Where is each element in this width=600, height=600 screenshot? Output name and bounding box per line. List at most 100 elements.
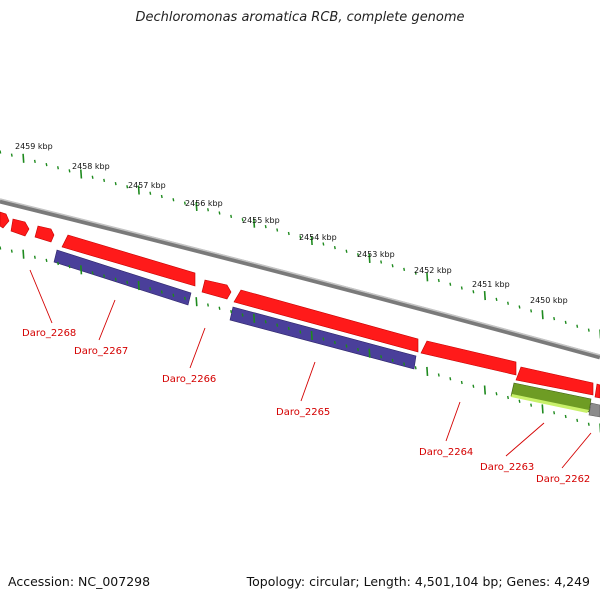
inner-tick (460, 380, 463, 385)
inner-tick (576, 418, 579, 423)
leader-line (29, 269, 53, 324)
outer-tick (426, 272, 429, 282)
inner-tick (507, 395, 509, 400)
inner-tick (230, 309, 233, 314)
inner-tick (160, 290, 163, 294)
inner-tick (45, 258, 48, 263)
leader-line (189, 327, 206, 369)
outer-tick (114, 181, 117, 186)
inner-tick (287, 326, 290, 331)
scale-label: 2456 kbp (185, 199, 223, 208)
rna-gene[interactable] (510, 382, 592, 413)
inner-tick (253, 313, 256, 323)
scale-label: 2457 kbp (128, 181, 166, 190)
gene-label[interactable]: Daro_2266 (162, 374, 216, 385)
inner-tick (0, 246, 2, 250)
inner-tick (103, 274, 106, 278)
outer-tick (172, 198, 175, 202)
outer-tick (518, 305, 521, 309)
inner-tick (172, 293, 175, 297)
outer-tick (333, 245, 336, 250)
gene-arrow[interactable] (201, 279, 232, 300)
outer-tick (541, 310, 544, 320)
outer-tick (241, 218, 244, 222)
inner-tick (299, 330, 302, 334)
outer-tick (22, 153, 25, 163)
inner-tick (472, 384, 475, 388)
leader-line (98, 299, 116, 341)
outer-tick (264, 224, 267, 229)
outer-tick (322, 242, 325, 246)
gene-arrow[interactable] (420, 340, 517, 376)
inner-tick (264, 320, 267, 324)
outer-tick (137, 185, 140, 195)
outer-tick (149, 191, 152, 195)
inner-tick (126, 280, 129, 285)
gene-label[interactable]: Daro_2263 (480, 462, 534, 473)
inner-tick (368, 348, 371, 358)
outer-tick (160, 194, 163, 199)
inner-tick (22, 249, 25, 259)
gene-arrow[interactable] (10, 218, 30, 237)
outer-tick (0, 150, 2, 154)
inner-tick (495, 392, 498, 396)
inner-tick (483, 385, 486, 395)
inner-tick (207, 303, 209, 307)
outer-tick (495, 297, 498, 302)
outer-tick (576, 324, 579, 328)
inner-tick (380, 355, 383, 359)
outer-tick (553, 316, 556, 321)
outer-tick (460, 286, 463, 290)
gene-arrow[interactable] (515, 366, 594, 396)
genome-summary-text: Topology: circular; Length: 4,501,104 bp… (246, 574, 590, 589)
gene-arrow[interactable] (53, 249, 192, 306)
inner-tick (414, 366, 417, 370)
gene-arrow[interactable] (594, 383, 600, 399)
gene-arrow[interactable] (61, 234, 196, 287)
outer-tick (437, 278, 440, 283)
scale-label: 2454 kbp (299, 233, 337, 242)
scale-label: 2458 kbp (72, 162, 110, 171)
inner-tick (403, 362, 406, 366)
gene-label[interactable]: Daro_2265 (276, 407, 330, 418)
leader-line (505, 422, 545, 457)
inner-tick (218, 306, 221, 310)
gene-label[interactable]: Daro_2262 (536, 474, 590, 485)
scale-label: 2455 kbp (242, 216, 280, 225)
other-genes (510, 382, 600, 418)
outer-tick (483, 291, 486, 301)
scale-label: 2450 kbp (530, 296, 568, 305)
inner-tick (449, 377, 452, 381)
inner-tick (553, 411, 556, 415)
gene-arrow[interactable] (0, 211, 10, 229)
scale-label: 2459 kbp (15, 142, 53, 151)
outer-tick (68, 169, 71, 173)
gene-label[interactable]: Daro_2264 (419, 447, 473, 458)
pseudo-gene[interactable] (588, 402, 600, 418)
outer-tick (207, 208, 209, 212)
gene-arrow[interactable] (233, 289, 419, 353)
inner-tick (10, 249, 13, 253)
accession-text: Accession: NC_007298 (8, 574, 151, 589)
inner-tick (310, 330, 313, 341)
genome-backbone-highlight (0, 198, 600, 356)
outer-tick (391, 264, 394, 268)
outer-tick (230, 214, 233, 219)
outer-tick (253, 218, 256, 228)
outer-tick (403, 267, 406, 272)
inner-tick (564, 414, 567, 419)
outer-tick (507, 301, 509, 305)
gene-label[interactable]: Daro_2267 (74, 346, 128, 357)
outer-tick (564, 320, 567, 325)
gene-arrow[interactable] (34, 225, 55, 243)
gene-labels: Daro_2268 Daro_2267 Daro_2266 Daro_2265 … (22, 328, 590, 485)
inner-tick (345, 344, 348, 348)
outer-tick (33, 159, 36, 164)
inner-tick (391, 358, 394, 363)
outer-tick (310, 235, 313, 246)
outer-tick (126, 185, 129, 189)
gene-label[interactable]: Daro_2268 (22, 328, 76, 339)
outer-tick (587, 328, 590, 332)
outer-scale-ticks (0, 150, 600, 339)
